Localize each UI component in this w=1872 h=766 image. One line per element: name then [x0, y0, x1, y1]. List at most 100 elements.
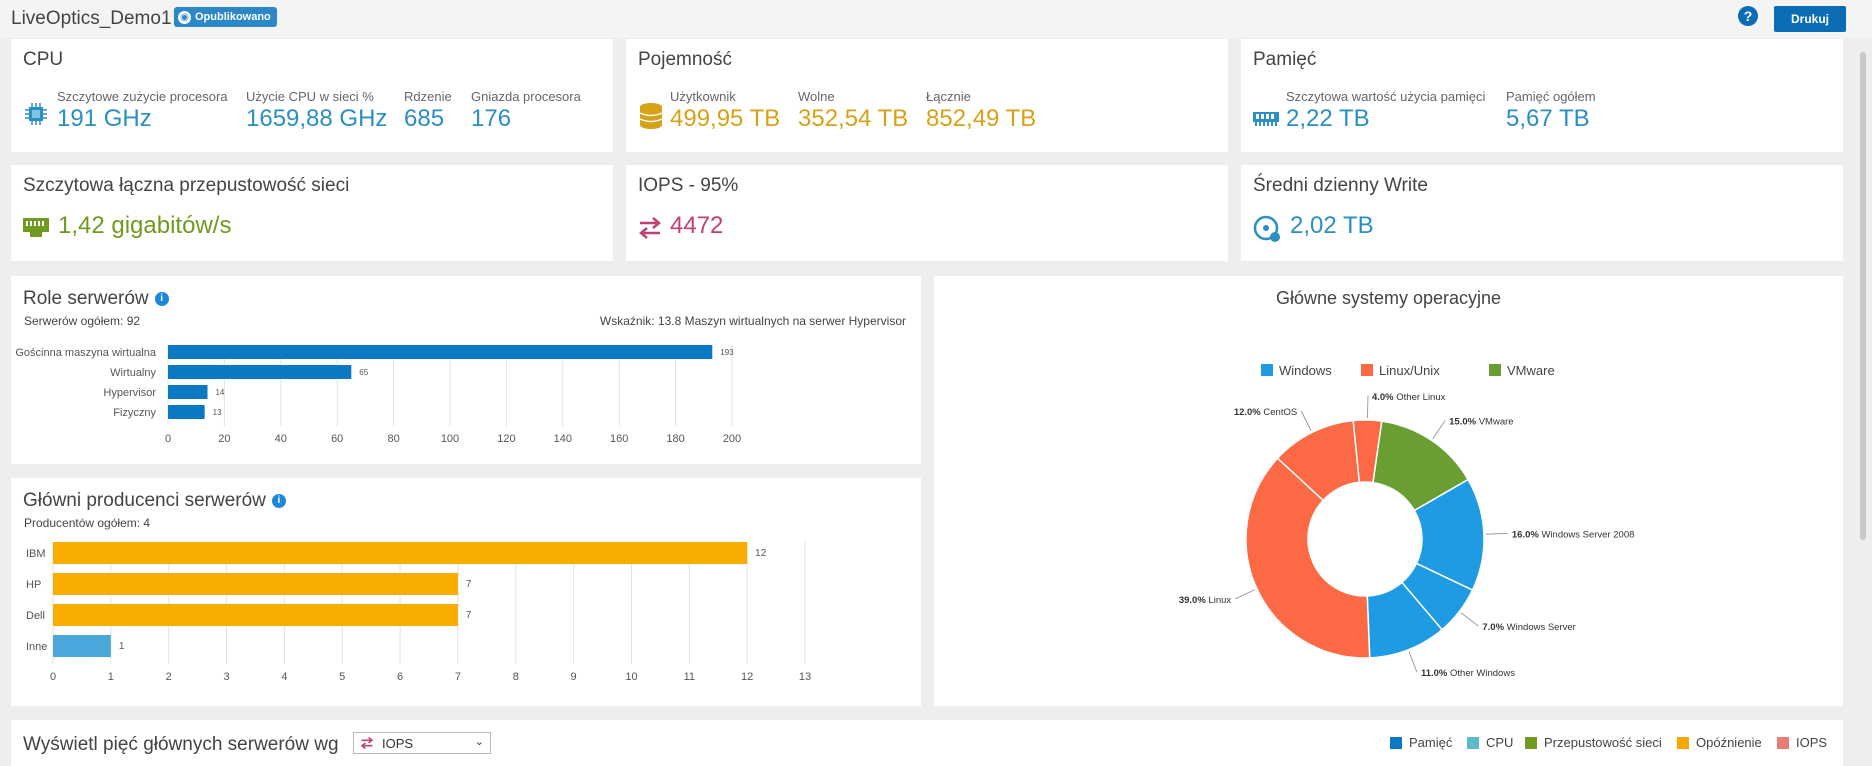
memory-card-title: Pamięć	[1253, 49, 1317, 70]
memory-card: Pamięć Szczytowa wartość użycia pamięci …	[1241, 39, 1843, 152]
bar-value-label: 13	[213, 408, 222, 417]
cpu-card: CPU Szczytowe zużycie procesora 191 GHz …	[11, 39, 613, 152]
globe-icon: ◉	[178, 10, 191, 24]
server-vendors-title-row: Główni producenci serwerów i	[23, 490, 286, 512]
x-tick-label: 9	[571, 671, 577, 683]
label-connector	[1460, 612, 1479, 627]
category-label: Fizyczny	[113, 407, 156, 419]
cpu-sockets-metric: Gniazda procesora 176	[471, 89, 581, 133]
os-card: Główne systemy operacyjne Windows Linux/U…	[934, 276, 1843, 706]
x-tick-label: 0	[165, 433, 171, 445]
server-roles-title-row: Role serwerów i	[23, 288, 169, 310]
x-tick-label: 200	[723, 433, 741, 445]
capacity-total-metric: Łącznie 852,49 TB	[926, 89, 1036, 133]
capacity-free-value: 352,54 TB	[798, 105, 909, 132]
disk-write-icon	[1253, 215, 1280, 242]
legend-item[interactable]: Pamięć	[1390, 735, 1452, 750]
iops-card-title: IOPS - 95%	[638, 175, 739, 196]
scrollbar-thumb[interactable]	[1860, 52, 1866, 540]
iops-value-metric: 4472	[670, 211, 723, 240]
print-button[interactable]: Drukuj	[1774, 6, 1846, 32]
iops-value: 4472	[670, 212, 724, 239]
slice-label: 15.0% VMware	[1449, 417, 1513, 428]
slice-label: 11.0% Other Windows	[1421, 668, 1515, 679]
bar-value-label: 7	[466, 610, 472, 621]
bar-value-label: 14	[215, 388, 224, 397]
exchange-arrows-icon	[360, 737, 374, 749]
memory-total-value: 5,67 TB	[1506, 105, 1590, 132]
server-roles-chart: 0 20 40 60 80 100 120 140 160 180 200 193 Gościnna m…	[15, 345, 741, 445]
legend-item[interactable]: IOPS	[1777, 735, 1827, 750]
x-tick-label: 2	[166, 671, 172, 683]
x-tick-label: 100	[441, 433, 459, 445]
cpu-peak-metric: Szczytowe zużycie procesora 191 GHz	[57, 89, 228, 133]
category-label: Wirtualny	[110, 367, 156, 379]
bar[interactable]	[53, 635, 111, 657]
bar[interactable]	[53, 604, 458, 626]
donut-slice[interactable]	[1276, 419, 1361, 502]
server-vendors-title: Główni producenci serwerów	[23, 490, 266, 511]
legend-label[interactable]: Windows	[1279, 363, 1332, 378]
legend-label: Przepustowość sieci	[1544, 735, 1662, 750]
capacity-card-title: Pojemność	[638, 49, 732, 70]
donut-slice[interactable]	[1245, 457, 1371, 659]
cpu-peak-value: 191 GHz	[57, 105, 152, 132]
cpu-sockets-value: 176	[471, 105, 512, 132]
server-vendors-card: Główni producenci serwerów i Producentów …	[11, 478, 921, 706]
capacity-free-label: Wolne	[798, 89, 835, 104]
memory-peak-label: Szczytowa wartość użycia pamięci	[1286, 89, 1486, 104]
memory-module-icon	[1253, 112, 1279, 126]
legend-label[interactable]: Linux/Unix	[1379, 363, 1440, 378]
bar[interactable]	[53, 573, 458, 595]
category-label: Gościnna maszyna wirtualna	[15, 347, 157, 359]
legend-swatch	[1677, 736, 1689, 749]
bar[interactable]	[53, 542, 748, 564]
bar[interactable]	[168, 405, 205, 419]
x-tick-label: 160	[610, 433, 628, 445]
cpu-cores-value: 685	[404, 105, 445, 132]
help-icon[interactable]: ?	[1738, 6, 1758, 26]
legend-label: IOPS	[1796, 735, 1828, 750]
memory-peak-value: 2,22 TB	[1286, 105, 1370, 132]
legend-item[interactable]: Przepustowość sieci	[1525, 735, 1662, 750]
processor-icon	[25, 103, 47, 125]
top-servers-metric-select[interactable]: IOPS ⌄	[353, 732, 491, 754]
capacity-used-metric: Użytkownik 499,95 TB	[670, 89, 780, 133]
bar[interactable]	[168, 345, 713, 359]
bar[interactable]	[168, 385, 208, 399]
legend-swatch	[1467, 736, 1479, 749]
x-tick-label: 140	[554, 433, 572, 445]
bar[interactable]	[168, 365, 352, 379]
x-tick-label: 60	[331, 433, 343, 445]
capacity-free-metric: Wolne 352,54 TB	[798, 89, 908, 133]
top-servers-title: Wyświetl pięć głównych serwerów wg	[23, 734, 339, 755]
page-title: LiveOptics_Demo1	[11, 8, 172, 29]
network-port-icon	[23, 218, 49, 237]
server-roles-total: Serwerów ogółem: 92	[24, 314, 141, 328]
x-tick-label: 5	[339, 671, 345, 683]
category-label: Dell	[26, 610, 45, 622]
x-tick-label: 10	[625, 671, 637, 683]
server-roles-ratio: Wskaźnik: 13.8 Maszyn wirtualnych na ser…	[599, 314, 906, 328]
label-connector	[1485, 532, 1508, 535]
legend-item[interactable]: Opóźnienie	[1677, 735, 1762, 750]
legend-item[interactable]: CPU	[1467, 735, 1513, 750]
label-connector	[1234, 589, 1256, 600]
bar-value-label: 193	[720, 348, 734, 357]
legend-label[interactable]: VMware	[1507, 363, 1555, 378]
info-icon[interactable]: i	[154, 291, 169, 306]
legend-swatch	[1261, 364, 1273, 376]
x-tick-label: 4	[281, 671, 287, 683]
cpu-card-title: CPU	[23, 49, 64, 70]
category-label: Inne	[26, 641, 47, 653]
x-tick-label: 0	[50, 671, 56, 683]
info-icon[interactable]: i	[271, 493, 286, 508]
x-tick-label: 13	[799, 671, 811, 683]
x-tick-label: 3	[223, 671, 229, 683]
database-icon	[639, 103, 663, 129]
top-servers-card: Wyświetl pięć głównych serwerów wg	[11, 720, 1843, 766]
cpu-sockets-label: Gniazda procesora	[471, 89, 581, 104]
cpu-peak-label: Szczytowe zużycie procesora	[57, 89, 228, 104]
write-value: 2,02 TB	[1290, 212, 1374, 239]
